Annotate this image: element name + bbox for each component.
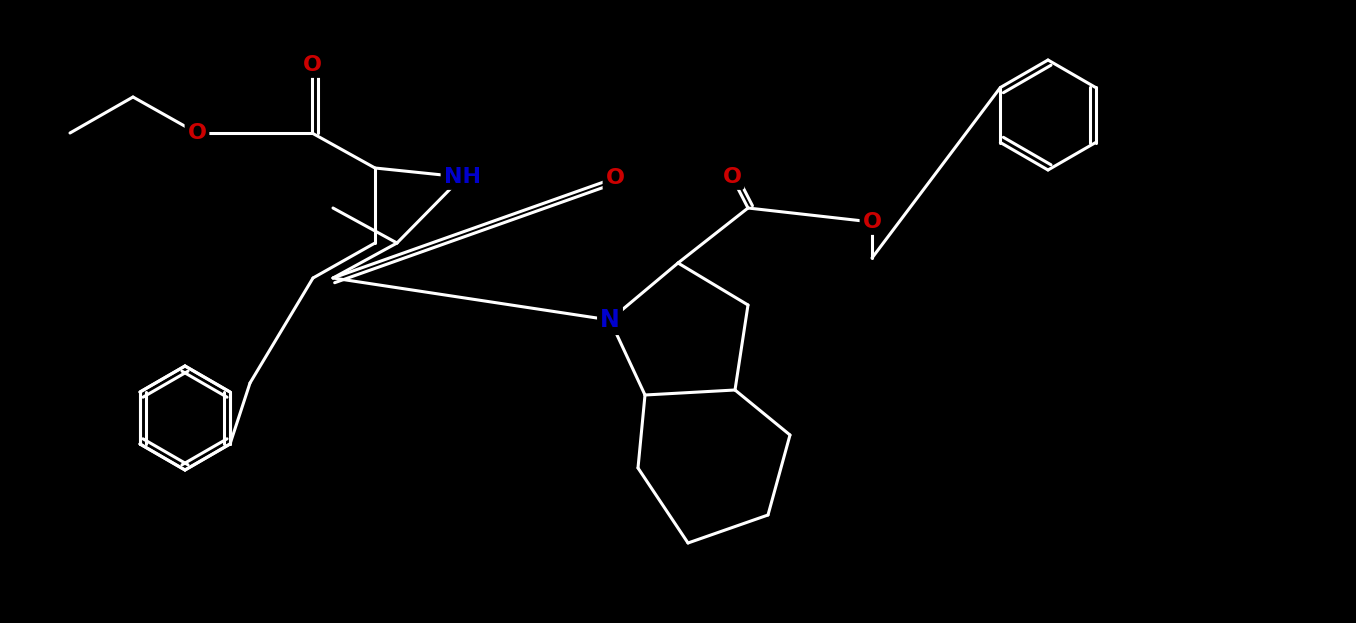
Text: O: O <box>302 55 321 75</box>
Text: N: N <box>601 308 620 332</box>
Text: O: O <box>187 123 206 143</box>
Text: NH: NH <box>443 167 480 187</box>
Text: O: O <box>723 167 742 187</box>
Text: O: O <box>606 168 625 188</box>
Text: O: O <box>862 212 881 232</box>
